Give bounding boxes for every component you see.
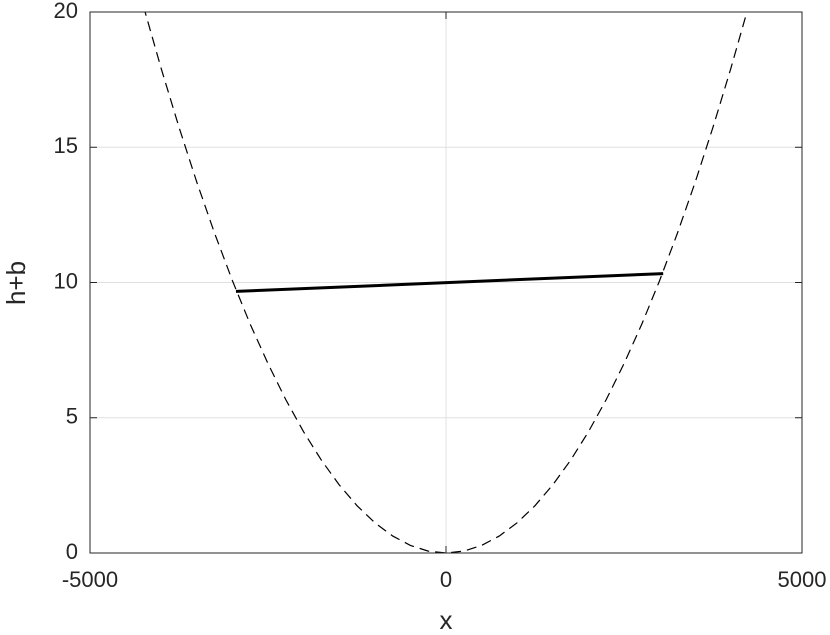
- dashed-curve: [144, 12, 748, 553]
- y-axis-label: h+b: [1, 261, 31, 305]
- y-tick-label: 5: [66, 404, 78, 429]
- x-tick-label: -5000: [62, 567, 118, 592]
- x-axis-label: x: [440, 605, 453, 635]
- solid-line: [235, 272, 664, 293]
- x-tick-label: 5000: [778, 567, 827, 592]
- x-tick-label: 0: [440, 567, 452, 592]
- y-tick-label: 20: [54, 0, 78, 23]
- y-tick-label: 10: [54, 268, 78, 293]
- y-tick-label: 15: [54, 133, 78, 158]
- y-tick-label: 0: [66, 539, 78, 564]
